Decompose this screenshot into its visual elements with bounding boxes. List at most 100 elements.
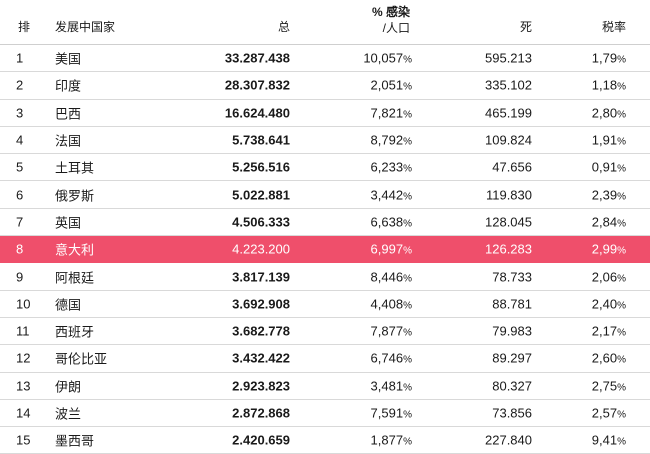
rate-cell: 2,57% xyxy=(592,406,626,421)
infection-pct-header-line1: % 感染 xyxy=(371,5,410,19)
total-cell: 28.307.832 xyxy=(224,77,290,93)
percent-sign: % xyxy=(403,409,412,421)
table-row[interactable]: 7 英国 4.506.333 6,638% 128.045 2,84% xyxy=(0,209,650,237)
rate-cell: 9,41% xyxy=(592,433,626,448)
percent-sign: % xyxy=(403,136,412,148)
rate-value: 2,57 xyxy=(591,405,618,421)
total-cell: 2.420.659 xyxy=(232,432,290,448)
rank-cell: 4 xyxy=(16,132,24,148)
percent-sign: % xyxy=(617,436,626,448)
country-cell: 意大利 xyxy=(55,242,95,258)
table-row[interactable]: 11 西班牙 3.682.778 7,877% 79.983 2,17% xyxy=(0,318,650,346)
rate-column-header[interactable]: 税率 xyxy=(601,20,626,34)
table-row[interactable]: 15 墨西哥 2.420.659 1,877% 227.840 9,41% xyxy=(0,427,650,454)
deaths-column-header[interactable]: 死 xyxy=(519,20,532,34)
percent-sign: % xyxy=(403,382,412,394)
rank-cell: 2 xyxy=(16,77,24,93)
rate-value: 2,60 xyxy=(591,350,618,366)
table-row[interactable]: 10 德国 3.692.908 4,408% 88.781 2,40% xyxy=(0,291,650,318)
percent-sign: % xyxy=(403,191,412,203)
infection-pct-cell: 3,481% xyxy=(371,378,412,393)
total-cell: 4.223.200 xyxy=(232,241,290,257)
infection-pct-cell: 6,233% xyxy=(371,160,412,175)
rate-cell: 1,91% xyxy=(592,133,626,148)
infection-pct-cell: 6,746% xyxy=(371,351,412,366)
percent-sign: % xyxy=(617,191,626,203)
table-row[interactable]: 5 土耳其 5.256.516 6,233% 47.656 0,91% xyxy=(0,154,650,182)
percent-sign: % xyxy=(617,218,626,230)
rate-value: 2,39 xyxy=(591,187,618,203)
country-cell: 哥伦比亚 xyxy=(55,351,108,367)
rate-value: 2,75 xyxy=(591,378,618,394)
rank-cell: 14 xyxy=(16,405,31,421)
infection-pct-value: 1,877 xyxy=(370,432,404,448)
total-cell: 2.923.823 xyxy=(232,378,290,394)
total-cell: 5.022.881 xyxy=(232,187,290,203)
country-cell: 德国 xyxy=(55,297,82,313)
infection-pct-value: 7,591 xyxy=(370,405,404,421)
table-row[interactable]: 9 阿根廷 3.817.139 8,446% 78.733 2,06% xyxy=(0,263,650,291)
total-cell: 16.624.480 xyxy=(224,105,290,121)
country-column-header[interactable]: 发展中国家 xyxy=(55,20,116,34)
covid-stats-table: 排 发展中国家 总 % 感染 /人口 死 税率 1 美国 33.287.438 10,… xyxy=(0,4,650,454)
infection-pct-cell: 1,877% xyxy=(371,433,412,448)
rate-value: 2,80 xyxy=(591,105,618,121)
rank-cell: 5 xyxy=(16,159,24,175)
infection-pct-cell: 3,442% xyxy=(371,187,412,202)
deaths-cell: 109.824 xyxy=(485,132,532,148)
rank-cell: 12 xyxy=(16,350,31,366)
rate-value: 2,84 xyxy=(591,214,618,230)
country-cell: 阿根廷 xyxy=(55,270,95,286)
total-column-header[interactable]: 总 xyxy=(277,20,290,34)
total-cell: 3.692.908 xyxy=(232,296,290,312)
percent-sign: % xyxy=(403,273,412,285)
table-row[interactable]: 1 美国 33.287.438 10,057% 595.213 1,79% xyxy=(0,45,650,73)
percent-sign: % xyxy=(617,354,626,366)
infection-pct-value: 6,997 xyxy=(370,241,404,257)
percent-sign: % xyxy=(403,300,412,312)
deaths-cell: 78.733 xyxy=(492,269,532,285)
deaths-cell: 227.840 xyxy=(485,432,532,448)
infection-pct-cell: 8,446% xyxy=(371,269,412,284)
table-row[interactable]: 13 伊朗 2.923.823 3,481% 80.327 2,75% xyxy=(0,373,650,400)
infection-pct-value: 6,746 xyxy=(370,350,404,366)
total-cell: 3.817.139 xyxy=(232,269,290,285)
rate-value: 0,91 xyxy=(591,159,618,175)
deaths-cell: 335.102 xyxy=(485,77,532,93)
table-row[interactable]: 4 法国 5.738.641 8,792% 109.824 1,91% xyxy=(0,127,650,155)
rate-value: 2,40 xyxy=(591,296,618,312)
table-row[interactable]: 14 波兰 2.872.868 7,591% 73.856 2,57% xyxy=(0,400,650,428)
rank-column-header[interactable]: 排 xyxy=(18,20,31,34)
country-cell: 巴西 xyxy=(55,106,82,122)
percent-sign: % xyxy=(617,382,626,394)
infection-pct-cell: 10,057% xyxy=(363,51,412,66)
percent-sign: % xyxy=(403,81,412,93)
infection-pct-value: 6,233 xyxy=(370,159,404,175)
percent-sign: % xyxy=(403,245,412,257)
infection-pct-cell: 7,591% xyxy=(371,406,412,421)
rank-cell: 1 xyxy=(16,50,24,66)
table-row[interactable]: 8 意大利 4.223.200 6,997% 126.283 2,99% xyxy=(0,236,650,264)
table-body: 1 美国 33.287.438 10,057% 595.213 1,79% 2 印度 28.30… xyxy=(0,45,650,454)
infection-pct-column-header[interactable]: % 感染 /人口 xyxy=(372,4,410,36)
table-row[interactable]: 3 巴西 16.624.480 7,821% 465.199 2,80% xyxy=(0,100,650,127)
rank-cell: 3 xyxy=(16,105,24,121)
table-row[interactable]: 2 印度 28.307.832 2,051% 335.102 1,18% xyxy=(0,72,650,100)
country-cell: 英国 xyxy=(55,215,82,231)
rate-cell: 2,06% xyxy=(592,269,626,284)
percent-sign: % xyxy=(617,81,626,93)
table-row[interactable]: 6 俄罗斯 5.022.881 3,442% 119.830 2,39% xyxy=(0,181,650,209)
country-cell: 西班牙 xyxy=(55,324,95,340)
total-cell: 3.682.778 xyxy=(232,323,290,339)
rate-cell: 2,84% xyxy=(592,214,626,229)
rate-value: 9,41 xyxy=(591,432,618,448)
percent-sign: % xyxy=(617,327,626,339)
total-cell: 3.432.422 xyxy=(232,350,290,366)
country-cell: 墨西哥 xyxy=(55,433,95,449)
infection-pct-cell: 4,408% xyxy=(371,296,412,311)
table-row[interactable]: 12 哥伦比亚 3.432.422 6,746% 89.297 2,60% xyxy=(0,345,650,373)
infection-pct-value: 4,408 xyxy=(370,296,404,312)
deaths-cell: 88.781 xyxy=(492,296,532,312)
rate-value: 1,18 xyxy=(591,77,618,93)
country-cell: 土耳其 xyxy=(55,160,95,176)
